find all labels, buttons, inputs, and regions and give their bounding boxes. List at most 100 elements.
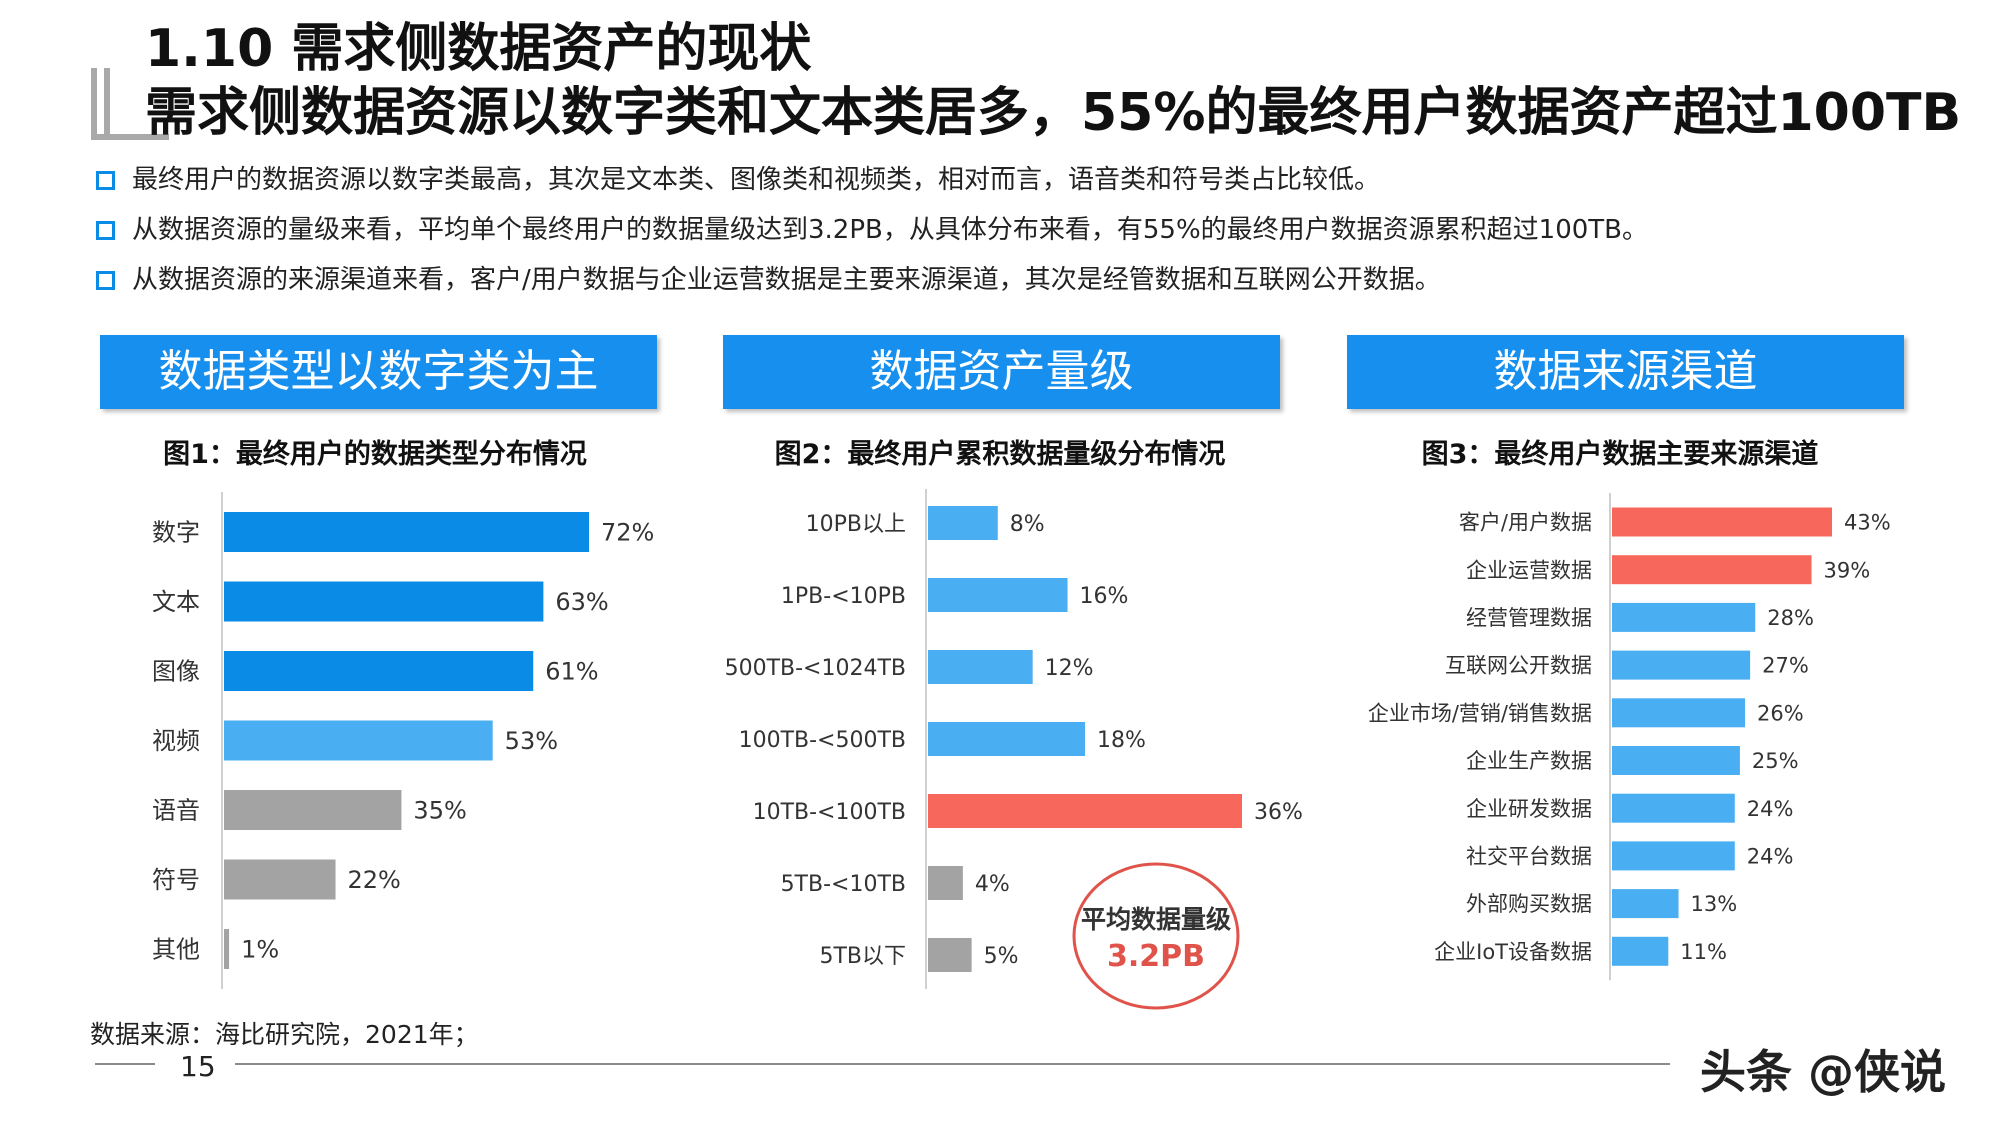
bar <box>1612 889 1679 919</box>
category-label: 语音 <box>152 797 200 825</box>
category-label: 10TB-<100TB <box>753 800 906 825</box>
bar <box>928 866 963 900</box>
bullet-text: 从数据资源的来源渠道来看，客户/用户数据与企业运营数据是主要来源渠道，其次是经管… <box>132 265 1441 295</box>
bullet-item: 从数据资源的来源渠道来看，客户/用户数据与企业运营数据是主要来源渠道，其次是经管… <box>96 260 1976 310</box>
value-label: 22% <box>348 866 401 894</box>
bar <box>928 650 1033 684</box>
category-label: 其他 <box>152 936 200 964</box>
bar <box>1612 698 1746 728</box>
category-label: 客户/用户数据 <box>1459 511 1592 535</box>
footer-divider <box>95 1063 155 1065</box>
section-header-data-volume: 数据资产量级 <box>723 335 1280 409</box>
figure2-title: 图2：最终用户累积数据量级分布情况 <box>774 439 1226 470</box>
bar <box>224 790 402 830</box>
bar <box>224 581 544 622</box>
page-number: 15 <box>180 1050 216 1083</box>
category-label: 企业市场/营销/销售数据 <box>1368 701 1592 725</box>
figure3-title: 图3：最终用户数据主要来源渠道 <box>1421 439 1819 470</box>
value-label: 61% <box>545 658 598 686</box>
category-label: 经营管理数据 <box>1466 606 1592 630</box>
value-label: 63% <box>555 588 608 616</box>
category-label: 1PB-<10PB <box>781 584 906 609</box>
value-label: 27% <box>1762 654 1809 678</box>
category-label: 100TB-<500TB <box>739 728 906 753</box>
category-label: 企业研发数据 <box>1466 797 1592 821</box>
value-label: 8% <box>1010 512 1045 537</box>
bar <box>1612 555 1812 585</box>
value-label: 43% <box>1844 511 1891 535</box>
source-note: 数据来源：海比研究院，2021年； <box>90 1020 479 1049</box>
title-accent-bar-horizontal <box>91 134 169 140</box>
bullet-item: 最终用户的数据资源以数字类最高，其次是文本类、图像类和视频类，相对而言，语音类和… <box>96 160 1976 210</box>
value-label: 53% <box>505 727 558 755</box>
value-label: 11% <box>1680 940 1727 964</box>
callout-label: 平均数据量级 <box>1081 905 1231 934</box>
section-header-data-type: 数据类型以数字类为主 <box>100 335 657 409</box>
bar <box>1612 650 1751 680</box>
category-label: 视频 <box>152 727 200 755</box>
category-label: 互联网公开数据 <box>1445 654 1592 678</box>
value-label: 72% <box>601 519 654 547</box>
value-label: 1% <box>241 936 279 964</box>
bar <box>224 651 534 691</box>
value-label: 35% <box>413 797 466 825</box>
figure1-title: 图1：最终用户的数据类型分布情况 <box>163 439 587 470</box>
value-label: 12% <box>1045 656 1094 681</box>
callout-value: 3.2PB <box>1107 939 1205 974</box>
data-type-bar-chart: 数字 72% 文本 63% 图像 61% 视频 53% 语音 35% 符号 22% 其他 1% <box>152 492 654 989</box>
square-bullet-icon <box>96 171 115 190</box>
category-label: 5TB以下 <box>819 944 906 969</box>
callout-circle <box>1072 862 1240 1010</box>
bar <box>1612 793 1735 823</box>
category-label: 企业生产数据 <box>1466 749 1592 773</box>
bar <box>224 720 493 761</box>
title-accent-bar-vertical <box>91 68 97 140</box>
value-label: 5% <box>984 944 1019 969</box>
data-source-bar-chart: 客户/用户数据 43% 企业运营数据 39% 经营管理数据 28% 互联网公开数据 27% 企业… <box>1368 493 1891 981</box>
bullet-text: 从数据资源的量级来看，平均单个最终用户的数据量级达到3.2PB，从具体分布来看，… <box>132 215 1648 245</box>
value-label: 25% <box>1752 749 1799 773</box>
category-label: 数字 <box>152 519 200 547</box>
value-label: 18% <box>1097 728 1146 753</box>
bar <box>1612 602 1756 632</box>
category-label: 图像 <box>152 658 200 686</box>
average-volume-callout: 平均数据量级 3.2PB <box>1072 862 1240 1010</box>
title-accent-bar-vertical <box>104 68 110 140</box>
bar <box>928 794 1242 828</box>
category-label: 500TB-<1024TB <box>725 656 906 681</box>
value-label: 28% <box>1767 606 1814 630</box>
bar <box>928 578 1068 612</box>
footer-divider <box>235 1063 1670 1065</box>
page-title: 1.10 需求侧数据资产的现状 <box>145 19 812 79</box>
value-label: 36% <box>1254 800 1303 825</box>
value-label: 24% <box>1747 797 1794 821</box>
value-label: 24% <box>1747 844 1794 868</box>
bullet-item: 从数据资源的量级来看，平均单个最终用户的数据量级达到3.2PB，从具体分布来看，… <box>96 210 1976 260</box>
category-label: 企业IoT设备数据 <box>1434 940 1592 964</box>
bar <box>928 938 972 972</box>
bar <box>224 929 230 969</box>
bar <box>224 512 589 552</box>
bullet-list: 最终用户的数据资源以数字类最高，其次是文本类、图像类和视频类，相对而言，语音类和… <box>96 160 1976 310</box>
data-volume-bar-chart: 10PB以上 8% 1PB-<10PB 16% 500TB-<1024TB 12% 100T… <box>725 489 1303 989</box>
category-label: 企业运营数据 <box>1466 558 1592 582</box>
value-label: 4% <box>975 872 1010 897</box>
bar <box>928 506 998 540</box>
square-bullet-icon <box>96 221 115 240</box>
category-label: 社交平台数据 <box>1466 844 1592 868</box>
value-label: 16% <box>1080 584 1129 609</box>
value-label: 13% <box>1691 892 1738 916</box>
bar <box>224 859 336 900</box>
category-label: 符号 <box>152 866 200 894</box>
category-label: 文本 <box>152 588 200 616</box>
value-label: 39% <box>1824 558 1871 582</box>
category-label: 外部购买数据 <box>1466 892 1592 916</box>
value-label: 26% <box>1757 701 1804 725</box>
platform-watermark: 头条 @侠说 <box>1700 1045 1947 1099</box>
page-subtitle: 需求侧数据资源以数字类和文本类居多，55%的最终用户数据资产超过100TB <box>145 83 1962 143</box>
category-label: 10PB以上 <box>806 512 906 537</box>
bar <box>1612 841 1735 871</box>
bar <box>928 722 1085 756</box>
bar <box>1612 507 1832 537</box>
bullet-text: 最终用户的数据资源以数字类最高，其次是文本类、图像类和视频类，相对而言，语音类和… <box>132 165 1381 195</box>
